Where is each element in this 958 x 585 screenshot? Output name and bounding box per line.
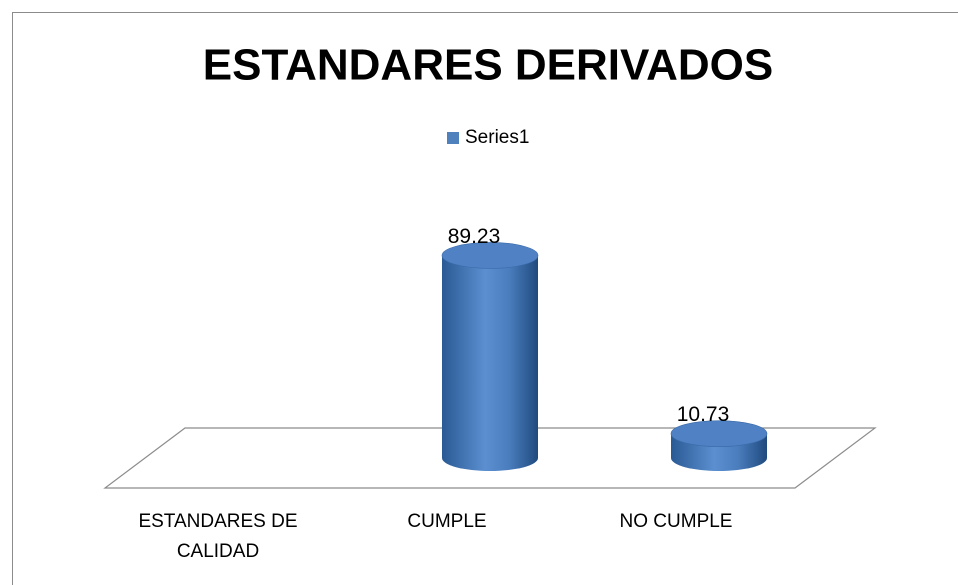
chart-title: ESTANDARES DERIVADOS xyxy=(203,41,773,90)
x-tick-label: NO CUMPLE xyxy=(619,511,733,532)
bar-top xyxy=(670,420,768,447)
x-tick-label: ESTANDARES DE CALIDAD xyxy=(138,511,298,562)
x-tick-label: CUMPLE xyxy=(407,511,487,532)
legend-label: Series1 xyxy=(465,127,529,148)
bar-top xyxy=(441,242,539,269)
data-label: 10.73 xyxy=(677,403,730,426)
data-label: 89.23 xyxy=(448,225,501,248)
bar xyxy=(442,255,538,471)
legend-swatch xyxy=(447,132,459,144)
